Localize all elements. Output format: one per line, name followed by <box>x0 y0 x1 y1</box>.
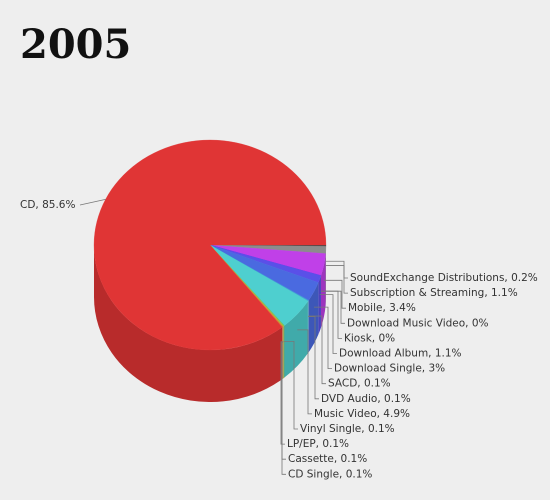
pie-labels: SoundExchange Distributions, 0.2% Subscri… <box>20 198 538 480</box>
data-label: Kiosk, 0% <box>344 332 395 344</box>
slice-side <box>284 301 308 378</box>
leader-line <box>313 306 332 370</box>
data-label: Vinyl Single, 0.1% <box>300 423 395 435</box>
pie-tops <box>93 139 327 351</box>
slice-side <box>308 282 319 353</box>
chart-title: 2005 <box>20 21 131 68</box>
leader-line <box>323 279 346 309</box>
data-label: Subscription & Streaming, 1.1% <box>350 287 518 299</box>
data-label: Cassette, 0.1% <box>288 453 367 465</box>
data-label: SACD, 0.1% <box>328 378 391 390</box>
leader-line <box>320 290 342 339</box>
data-label: Download Music Video, 0% <box>347 317 489 329</box>
data-label: Mobile, 3.4% <box>348 302 416 314</box>
slice-side <box>283 325 284 379</box>
leader-line <box>280 341 285 445</box>
data-label: Download Album, 1.1% <box>339 348 462 360</box>
leader-line <box>79 198 106 206</box>
leader-line <box>284 340 298 430</box>
slice-side <box>283 325 285 378</box>
data-label: CD Single, 0.1% <box>288 468 372 480</box>
leader-line <box>308 316 319 400</box>
leader-line <box>319 294 337 354</box>
data-label: DVD Audio, 0.1% <box>321 393 411 405</box>
slice-side <box>282 326 284 379</box>
data-label: Download Single, 3% <box>334 363 445 375</box>
slice-side <box>318 275 321 335</box>
data-label: SoundExchange Distributions, 0.2% <box>350 272 538 284</box>
leader-line <box>297 329 312 415</box>
data-label: LP/EP, 0.1% <box>287 438 349 450</box>
leader-line <box>281 342 286 475</box>
leader-line <box>325 265 348 294</box>
leader-line <box>308 315 326 385</box>
slice-side <box>94 245 283 402</box>
data-label: CD, 85.6% <box>20 199 75 211</box>
data-label: Music Video, 4.9% <box>314 408 410 420</box>
